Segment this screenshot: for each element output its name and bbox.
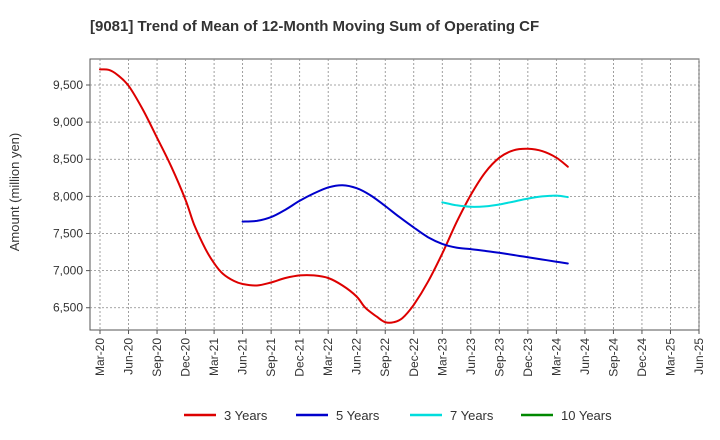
x-tick-label: Dec-20 <box>179 338 193 377</box>
series-line-7-years <box>441 194 569 208</box>
y-tick-label: 6,500 <box>53 301 83 315</box>
x-tick-label: Jun-20 <box>122 338 136 375</box>
x-tick-label: Dec-21 <box>293 338 307 377</box>
y-tick-label: 8,500 <box>53 152 83 166</box>
x-tick-label: Jun-22 <box>350 338 364 375</box>
series-line-3-years <box>99 68 569 324</box>
y-tick-label: 7,000 <box>53 264 83 278</box>
x-tick-label: Mar-23 <box>435 338 449 376</box>
y-axis: 6,500 7,000 7,500 8,000 8,500 9,000 9,500 <box>53 78 90 315</box>
legend-label-7-years: 7 Years <box>450 408 494 423</box>
legend-label-3-years: 3 Years <box>224 408 268 423</box>
y-tick-label: 9,000 <box>53 115 83 129</box>
grid-lines <box>90 59 700 330</box>
legend-label-5-years: 5 Years <box>336 408 380 423</box>
y-tick-label: 8,000 <box>53 189 83 203</box>
plot-area <box>89 58 700 331</box>
x-tick-label: Dec-24 <box>635 338 649 377</box>
x-tick-label: Sep-23 <box>492 338 506 377</box>
x-tick-label: Jun-21 <box>236 338 250 375</box>
x-tick-label: Jun-25 <box>692 338 706 375</box>
x-tick-label: Mar-20 <box>93 338 107 376</box>
x-axis: Mar-20 Jun-20 Sep-20 Dec-20 Mar-21 Jun-21 Sep-… <box>93 330 706 377</box>
x-tick-label: Mar-24 <box>549 338 563 376</box>
x-tick-label: Sep-20 <box>150 338 164 377</box>
legend: 3 Years 5 Years 7 Years 10 Years <box>184 408 612 423</box>
x-tick-label: Sep-24 <box>606 338 620 377</box>
y-tick-label: 9,500 <box>53 78 83 92</box>
y-axis-label: Amount (million yen) <box>7 133 22 252</box>
x-tick-label: Sep-21 <box>264 338 278 377</box>
x-tick-label: Sep-22 <box>378 338 392 377</box>
x-tick-label: Jun-24 <box>578 338 592 375</box>
x-tick-label: Jun-23 <box>464 338 478 375</box>
x-tick-label: Mar-21 <box>207 338 221 376</box>
x-tick-label: Dec-23 <box>521 338 535 377</box>
x-tick-label: Dec-22 <box>407 338 421 377</box>
legend-label-10-years: 10 Years <box>561 408 612 423</box>
x-tick-label: Mar-25 <box>663 338 677 376</box>
y-tick-label: 7,500 <box>53 226 83 240</box>
series-lines <box>99 68 569 324</box>
series-line-5-years <box>241 184 569 265</box>
chart-title: [9081] Trend of Mean of 12-Month Moving … <box>90 18 539 35</box>
x-tick-label: Mar-22 <box>321 338 335 376</box>
